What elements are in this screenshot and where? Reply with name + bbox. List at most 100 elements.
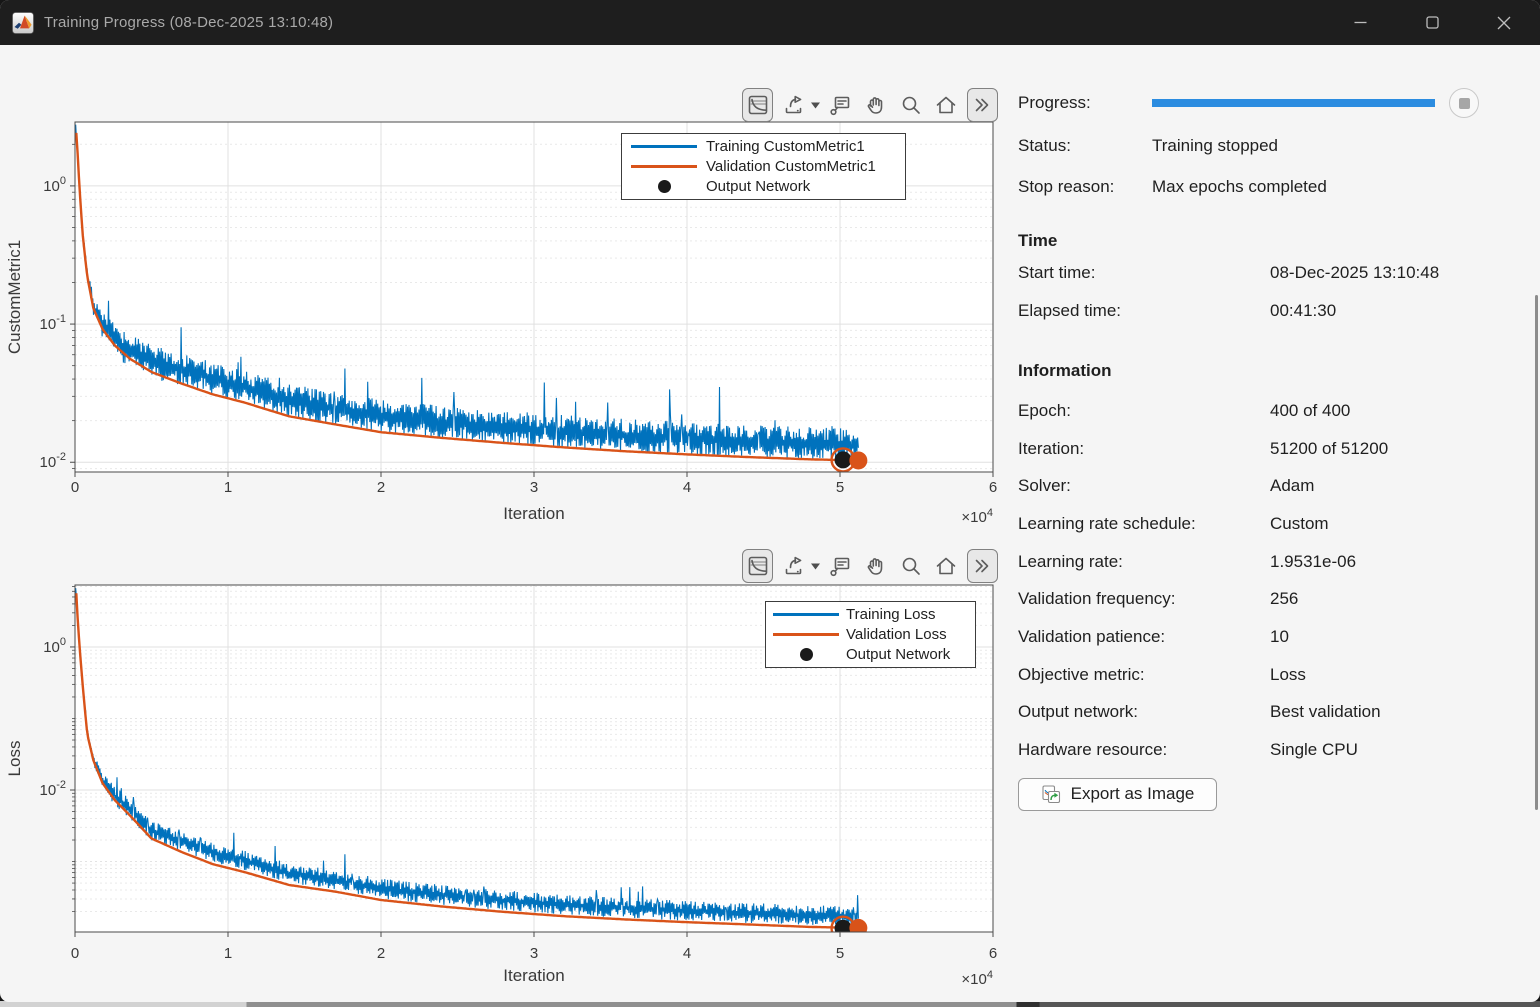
svg-text:Iteration: Iteration — [503, 504, 564, 523]
home-button[interactable] — [931, 550, 960, 582]
zoom-button[interactable] — [896, 550, 925, 582]
legend-loss[interactable]: Training Loss Validation Loss Output Net… — [765, 601, 976, 668]
legend-label: Output Network — [706, 178, 811, 195]
svg-text:10-2: 10-2 — [40, 451, 66, 471]
export-button[interactable] — [779, 550, 808, 582]
home-button[interactable] — [931, 89, 960, 121]
pan-button[interactable] — [861, 89, 890, 121]
svg-text:CustomMetric1: CustomMetric1 — [5, 240, 24, 354]
more-tools-icon — [976, 98, 989, 112]
info-row: Learning rate: 1.9531e-06 — [1018, 543, 1488, 581]
info-row: Validation patience: 10 — [1018, 618, 1488, 656]
export-caret-button[interactable] — [810, 102, 820, 109]
legend-custommetric1[interactable]: Training CustomMetric1 Validation Custom… — [621, 133, 906, 200]
export-icon — [785, 95, 802, 114]
export-caret-button[interactable] — [810, 563, 820, 570]
more-tools-button[interactable] — [966, 549, 998, 583]
minimize-button[interactable] — [1324, 0, 1396, 45]
legend-label: Validation CustomMetric1 — [706, 158, 876, 175]
legend-label: Output Network — [846, 646, 951, 663]
svg-text:5: 5 — [836, 945, 844, 962]
row-label: Start time: — [1018, 263, 1096, 282]
caret-down-icon — [810, 102, 820, 108]
subplots-button[interactable] — [742, 88, 774, 122]
info-row: Solver: Adam — [1018, 467, 1488, 505]
export-icon — [785, 556, 802, 575]
time-row: Start time: 08-Dec-2025 13:10:48 — [1018, 254, 1488, 292]
row-value: 256 — [1270, 589, 1299, 609]
row-label: Epoch: — [1018, 400, 1071, 420]
axes-toolbar — [742, 86, 998, 124]
status-value: Training stopped — [1152, 136, 1279, 155]
row-label: Elapsed time: — [1018, 301, 1121, 320]
row-value: Loss — [1270, 664, 1306, 684]
row-label: Hardware resource: — [1018, 740, 1168, 760]
legend-swatch — [631, 145, 697, 148]
row-value: Single CPU — [1270, 740, 1358, 760]
pan-button[interactable] — [861, 550, 890, 582]
row-value: 1.9531e-06 — [1270, 551, 1357, 571]
status-label: Status: — [1018, 136, 1071, 155]
progress-bar — [1152, 99, 1435, 107]
export-button[interactable] — [779, 89, 808, 121]
training-info-panel: Progress: Status: Training stopped Stop … — [1018, 88, 1488, 811]
row-label: Iteration: — [1018, 438, 1085, 458]
stop-training-button[interactable] — [1449, 88, 1479, 118]
datatips-button[interactable] — [826, 89, 855, 121]
zoom-button[interactable] — [896, 89, 925, 121]
more-tools-button[interactable] — [966, 88, 998, 122]
pan-icon — [867, 558, 882, 575]
legend-swatch — [773, 613, 839, 616]
row-label: Solver: — [1018, 476, 1071, 496]
svg-text:×104: ×104 — [961, 969, 993, 988]
datatips-button[interactable] — [826, 550, 855, 582]
stop-reason-label: Stop reason: — [1018, 177, 1115, 196]
svg-text:1: 1 — [224, 945, 232, 962]
export-as-image-button[interactable]: Export as Image — [1018, 777, 1217, 811]
info-row: Learning rate schedule: Custom — [1018, 505, 1488, 543]
info-row: Output network: Best validation — [1018, 694, 1488, 732]
maximize-button[interactable] — [1396, 0, 1468, 45]
subplots-button[interactable] — [742, 549, 774, 583]
axes-toolbar — [742, 547, 998, 585]
row-value: 51200 of 51200 — [1270, 438, 1389, 458]
svg-text:100: 100 — [43, 636, 66, 656]
stop-reason-value: Max epochs completed — [1152, 177, 1327, 196]
svg-text:1: 1 — [224, 479, 232, 496]
svg-text:2: 2 — [377, 945, 385, 962]
legend-item: Validation Loss — [766, 625, 971, 645]
row-label: Validation patience: — [1018, 626, 1166, 646]
close-icon — [1497, 16, 1511, 29]
datatips-icon — [830, 557, 850, 577]
subplots-icon — [748, 556, 767, 576]
panel-scrollbar[interactable] — [1535, 295, 1538, 810]
row-label: Objective metric: — [1018, 664, 1145, 684]
zoom-icon — [902, 557, 920, 575]
legend-item: Training Loss — [766, 605, 971, 625]
status-row: Status: Training stopped — [1018, 131, 1488, 161]
svg-text:10-2: 10-2 — [40, 779, 66, 799]
info-row: Objective metric: Loss — [1018, 656, 1488, 694]
row-value: 08-Dec-2025 13:10:48 — [1270, 263, 1440, 282]
info-row: Iteration: 51200 of 51200 — [1018, 430, 1488, 468]
maximize-icon — [1425, 16, 1439, 29]
datatips-icon — [830, 96, 850, 116]
svg-text:100: 100 — [43, 175, 66, 195]
svg-text:4: 4 — [683, 945, 691, 962]
svg-text:×104: ×104 — [961, 507, 993, 526]
svg-text:Iteration: Iteration — [503, 966, 564, 985]
titlebar: Training Progress (08-Dec-2025 13:10:48) — [0, 0, 1540, 45]
row-label: Learning rate schedule: — [1018, 513, 1196, 533]
information-section-header: Information — [1018, 361, 1112, 380]
legend-item: Output Network — [622, 177, 901, 197]
time-section-header: Time — [1018, 231, 1058, 250]
row-value: Best validation — [1270, 702, 1381, 722]
legend-swatch — [773, 633, 839, 636]
close-button[interactable] — [1468, 0, 1540, 45]
time-rows: Start time: 08-Dec-2025 13:10:48 Elapsed… — [1018, 254, 1488, 330]
export-image-icon — [1042, 785, 1060, 803]
more-tools-icon — [976, 559, 989, 573]
legend-swatch — [631, 165, 697, 168]
caret-down-icon — [810, 563, 820, 569]
row-value: 10 — [1270, 626, 1289, 646]
